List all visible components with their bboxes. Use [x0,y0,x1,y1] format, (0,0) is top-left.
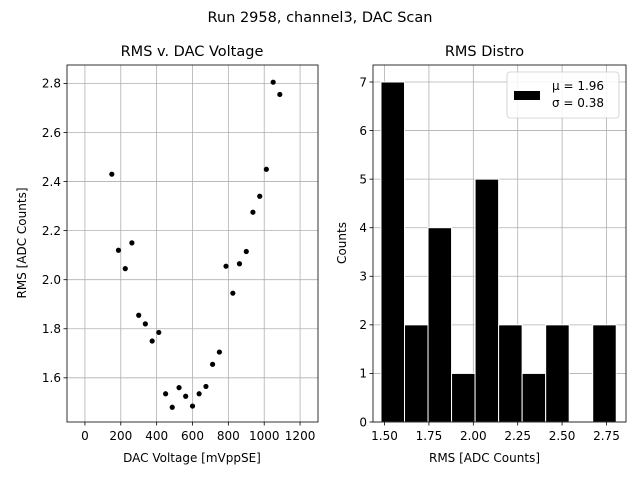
histogram-x-tick-label: 1.50 [371,429,398,443]
scatter-point [196,391,202,397]
figure-suptitle: Run 2958, channel3, DAC Scan [208,10,433,26]
histogram-y-tick-label: 3 [359,270,367,284]
scatter-point [230,290,236,296]
histogram-x-tick-label: 2.75 [593,429,620,443]
histogram-bar [427,227,453,423]
scatter-point [129,240,135,246]
histogram-y-axis-label: Counts [335,222,349,264]
histogram-bar [474,178,500,423]
scatter-x-axis-label: DAC Voltage [mVppSE] [123,451,261,465]
scatter-points [109,79,283,410]
scatter-point [136,312,142,318]
scatter-y-tick-label: 2.8 [42,77,61,91]
scatter-point [109,171,115,177]
scatter-point [156,329,162,336]
scatter-point [203,383,209,390]
legend-box [506,71,620,119]
histogram-y-tick-label: 6 [359,124,367,138]
histogram-bar [521,372,547,423]
scatter-point [250,209,256,215]
scatter-point [163,391,169,397]
histogram-x-tick-label: 2.00 [460,429,487,443]
scatter-point [115,247,122,253]
scatter-point [189,403,196,409]
histogram-x-axis-label: RMS [ADC Counts] [429,451,540,465]
scatter-point [243,248,249,255]
histogram-title: RMS Distro [445,44,524,60]
scatter-x-tick-label: 200 [109,429,132,443]
scatter-point [122,266,128,272]
histogram-bar [498,324,523,423]
scatter-y-tick-label: 2.6 [42,126,61,140]
histogram-bar [451,372,476,423]
scatter-point [270,79,276,85]
scatter-y-tick-label: 1.6 [42,371,61,385]
scatter-point [236,261,243,267]
scatter-point [209,361,216,367]
scatter-point [142,321,148,327]
histogram-bar [545,324,570,423]
histogram-bar [592,324,617,423]
scatter-point [277,91,283,98]
scatter-point [223,263,229,269]
scatter-x-tick-label: 0 [81,429,89,443]
scatter-y-tick-label: 2.2 [42,224,61,238]
histogram-y-tick-label: 4 [359,221,367,235]
histogram-y-tick-label: 5 [359,172,367,186]
histogram-y-tick-label: 1 [359,367,367,381]
histogram-axes-frame [372,64,627,423]
scatter-y-axis-label: RMS [ADC Counts] [15,187,29,298]
scatter-point [183,393,189,399]
legend-swatch [514,91,540,100]
scatter-point [263,166,269,172]
histogram-bar [404,324,429,423]
scatter-y-tick-label: 2.0 [42,273,61,287]
scatter-point [216,349,222,355]
histogram-bar [380,81,406,423]
scatter-plot: RMS v. DAC Voltage DAC Voltage [mVppSE] … [15,44,319,465]
histogram-y-tick-label: 7 [359,75,367,89]
scatter-x-tick-label: 400 [145,429,168,443]
histogram-x-tick-label: 2.50 [549,429,576,443]
scatter-title: RMS v. DAC Voltage [121,44,264,60]
scatter-point [169,404,175,410]
histogram-y-tick-label: 2 [359,318,367,332]
histogram-plot: RMS Distro RMS [ADC Counts] Counts 1.50 1… [335,44,627,465]
histogram-legend: μ = 1.96 σ = 0.38 [506,71,620,119]
legend-entry-sigma: σ = 0.38 [552,96,604,110]
scatter-point [176,385,182,391]
histogram-y-tick-label: 0 [359,415,367,429]
histogram-x-tick-label: 1.75 [416,429,443,443]
histogram-x-tick-label: 2.25 [504,429,531,443]
scatter-x-tick-label: 1000 [249,429,280,443]
legend-entry-mean: μ = 1.96 [552,79,604,93]
scatter-x-tick-label: 1200 [285,429,316,443]
scatter-x-tick-label: 800 [217,429,240,443]
scatter-point [257,193,263,199]
scatter-x-tick-label: 600 [181,429,204,443]
scatter-y-tick-label: 1.8 [42,322,61,336]
scatter-grid [67,65,318,422]
scatter-y-tick-label: 2.4 [42,175,61,189]
scatter-point [149,338,155,344]
